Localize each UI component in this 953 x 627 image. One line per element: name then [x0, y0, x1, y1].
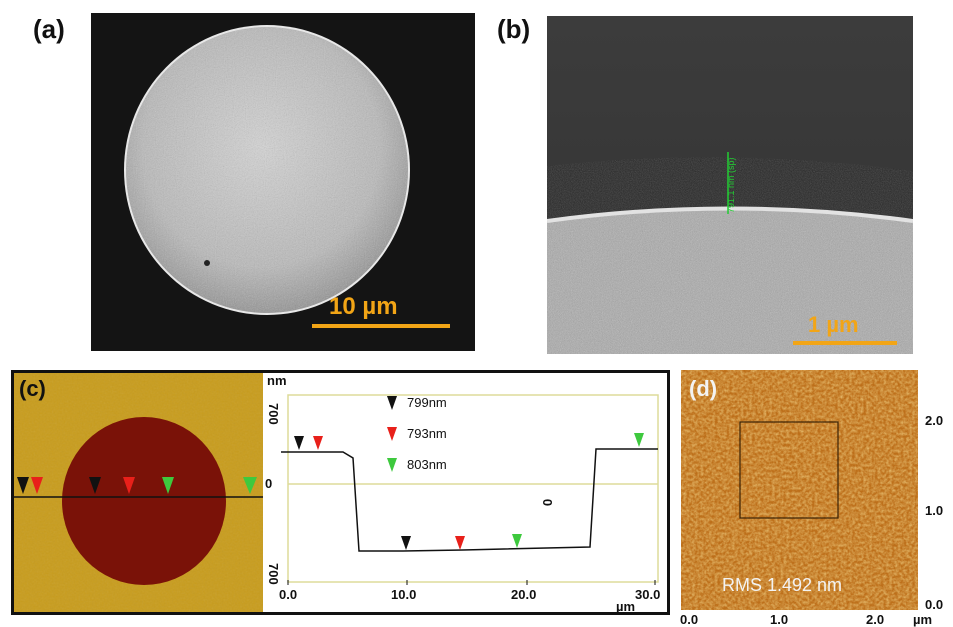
scale-bar-a	[312, 324, 450, 328]
panel-a-label: (a)	[33, 14, 65, 44]
legend-green: 803nm	[407, 457, 447, 472]
scale-bar-b-label: 1 µm	[808, 312, 859, 337]
measure-text: 791.1 nm (sp)	[726, 157, 736, 213]
profile-svg	[281, 394, 659, 585]
panel-d-label: (d)	[689, 376, 718, 401]
afm-map-svg	[14, 373, 263, 612]
x-tick-30: 30.0	[635, 587, 661, 602]
panel-c-label: (c)	[19, 376, 46, 401]
zoom-box	[739, 421, 839, 519]
panel-b-image: 791.1 nm (sp) 1 µm	[547, 16, 913, 354]
x-tick-10: 10.0	[391, 587, 417, 602]
afm-map-d: RMS 1.492 nm	[681, 370, 918, 610]
y-tick-zero: 0	[265, 476, 273, 491]
scale-bar-a-label: 10 µm	[329, 293, 398, 320]
d-x-tick-1: 1.0	[770, 612, 789, 627]
x-tick-0: 0.0	[279, 587, 298, 602]
d-y-tick-1: 1.0	[925, 503, 944, 518]
d-y-tick-2: 2.0	[925, 413, 944, 428]
d-x-tick-0: 0.0	[680, 612, 699, 627]
x-unit-label: µm	[616, 599, 636, 614]
y-unit-label: nm	[267, 373, 287, 388]
afm-map-c	[14, 373, 263, 612]
scale-bar-b	[793, 341, 897, 345]
sem-disk-image	[124, 25, 410, 315]
panel-a-image: 10 µm	[91, 13, 475, 351]
afm-topography-svg	[681, 370, 918, 610]
y-tick-top: 700	[266, 403, 281, 425]
rms-label: RMS 1.492 nm	[722, 575, 843, 595]
panel-b-label: (b)	[497, 14, 531, 44]
d-x-unit: µm	[913, 612, 933, 627]
d-y-tick-0: 0.0	[925, 597, 944, 612]
x-tick-20: 20.0	[511, 587, 537, 602]
y-tick-bottom: 700	[266, 563, 281, 585]
profile-zero-marker: 0	[540, 498, 556, 507]
sem-edge-image: 791.1 nm (sp)	[547, 16, 913, 354]
legend-black: 799nm	[407, 395, 447, 410]
legend-red: 793nm	[407, 426, 447, 441]
d-x-tick-2: 2.0	[866, 612, 885, 627]
profile-plot: nm 700 0 700 0 799nm 793nm 803nm 0.0 10.…	[263, 373, 667, 614]
